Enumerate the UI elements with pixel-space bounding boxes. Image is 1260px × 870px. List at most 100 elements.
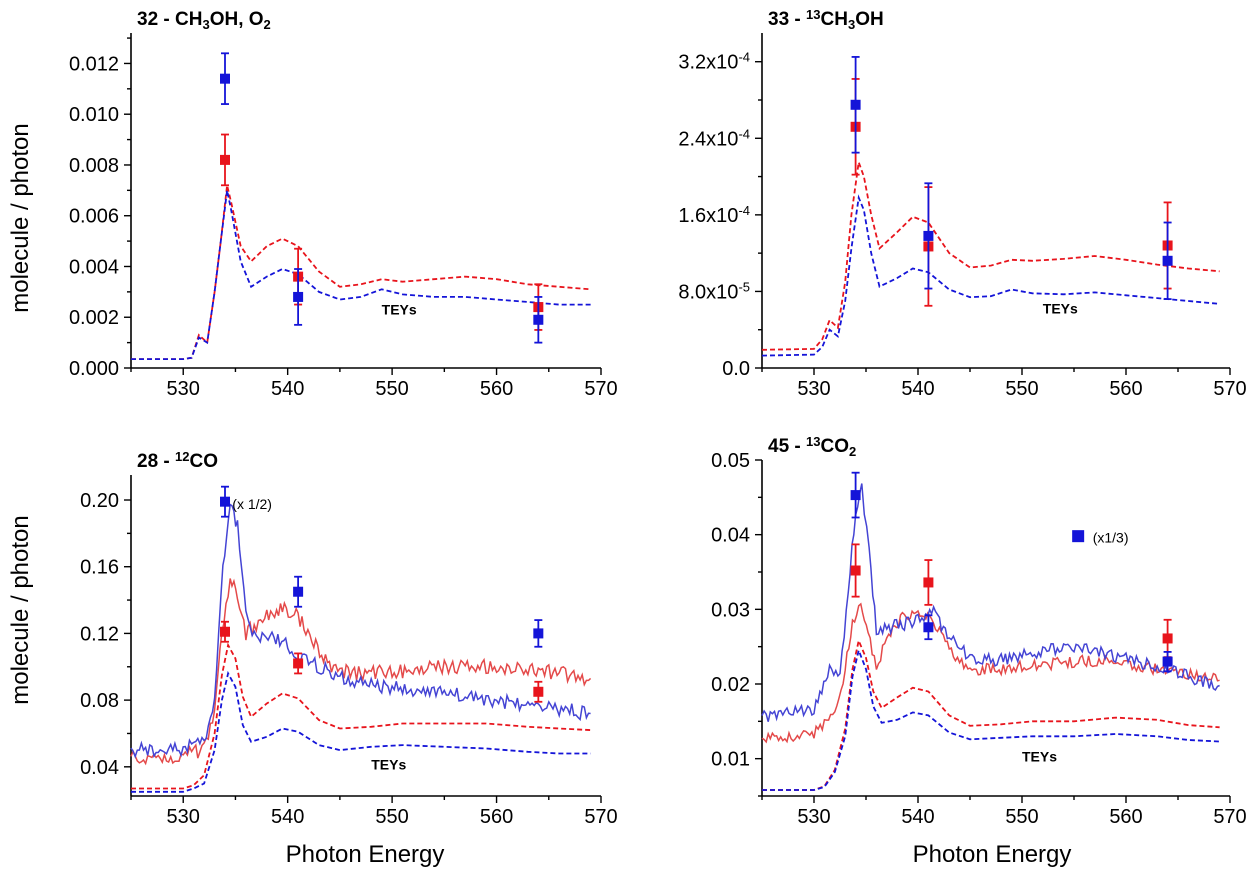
- data-point-blue: [850, 56, 861, 154]
- series-line-red-solid: [130, 578, 592, 766]
- square-marker: [923, 622, 934, 633]
- annotation-text: TEYs: [382, 302, 417, 318]
- panel-title: 32 - CH3OH, O2: [137, 9, 271, 32]
- series-line-blue-dashed: [762, 647, 1220, 791]
- y-axis-label-bottom: molecule / photon: [7, 515, 34, 704]
- series-line-blue-dashed: [761, 194, 1220, 357]
- y-tick-label: 0.02: [711, 674, 750, 696]
- square-marker: [533, 314, 544, 325]
- x-axis-label-right: Photon Energy: [913, 841, 1072, 868]
- y-tick-label: 0.08: [80, 690, 119, 712]
- x-tick-label: 540: [901, 806, 934, 828]
- data-point-blue: [923, 182, 934, 290]
- y-axis-label-top: molecule / photon: [7, 123, 34, 312]
- x-tick-label: 540: [901, 378, 934, 400]
- x-tick-label: 540: [271, 806, 304, 828]
- y-tick-label: 0.01: [711, 749, 750, 771]
- annotation-text: TEYs: [371, 756, 406, 772]
- data-point-blue: [1162, 650, 1173, 673]
- y-tick-label: 0.03: [711, 599, 750, 621]
- panels: 32 - CH3OH, O2 530 540 550 560 570 0.000 0.002 0…: [69, 7, 1247, 828]
- x-tick-label: 560: [1109, 378, 1142, 400]
- x-tick-label: 550: [1005, 806, 1038, 828]
- series-line-red-dashed: [761, 161, 1220, 351]
- square-marker: [293, 658, 304, 669]
- series-line-red-dashed: [131, 185, 591, 360]
- x-tick-label: 570: [1213, 806, 1246, 828]
- square-marker: [850, 565, 861, 576]
- annotation-text: (x1/3): [1093, 530, 1129, 546]
- x-tick-label: 530: [797, 378, 830, 400]
- square-marker: [533, 686, 544, 697]
- square-marker: [220, 73, 230, 84]
- y-tick-label: 0.04: [80, 757, 119, 779]
- data-point-blue: [1162, 221, 1173, 300]
- series-line-blue-dashed: [131, 670, 591, 793]
- y-tick-label: 0.012: [69, 53, 119, 75]
- square-marker: [1162, 255, 1173, 266]
- y-tick-label: 0.12: [80, 623, 119, 645]
- series-line-blue-dashed: [131, 190, 591, 360]
- series-line-blue-solid: [130, 503, 591, 759]
- x-tick-label: 530: [167, 806, 200, 828]
- data-point-blue: [220, 485, 230, 518]
- series-line-red-dashed: [131, 642, 591, 790]
- y-tick-label: 0.010: [69, 104, 119, 126]
- panel-title: 28 - 12CO: [137, 449, 218, 472]
- data-point-red: [220, 620, 230, 643]
- annotation-text: TEYs: [1022, 748, 1057, 764]
- x-tick-label: 550: [1005, 378, 1038, 400]
- x-tick-label: 560: [1109, 806, 1142, 828]
- square-marker: [923, 230, 934, 241]
- series-line-blue-solid: [761, 483, 1220, 722]
- data-point-blue: [293, 575, 304, 608]
- square-marker: [220, 496, 230, 507]
- panel-title: 33 - 13CH3OH: [768, 7, 884, 32]
- x-tick-label: 570: [1213, 378, 1246, 400]
- annotation-text: (x 1/2): [232, 496, 272, 512]
- x-tick-label: 530: [797, 806, 830, 828]
- y-tick-label: 2.4x10-4: [678, 126, 750, 150]
- y-tick-label: 0.05: [711, 450, 750, 472]
- y-tick-label: 8.0x10-5: [678, 279, 750, 303]
- y-tick-label: 0.20: [80, 490, 119, 512]
- square-marker: [850, 99, 861, 110]
- chart-panel: 45 - 13CO2 530 540 550 560 570 0.01 0.02 0.03 0.0…: [711, 434, 1247, 828]
- data-point-red: [220, 133, 230, 187]
- x-tick-label: 550: [375, 378, 408, 400]
- x-tick-label: 560: [480, 378, 513, 400]
- data-point-red: [533, 680, 544, 703]
- data-point-blue: [220, 52, 230, 105]
- data-point-blue: [533, 619, 544, 648]
- square-marker: [293, 586, 304, 597]
- chart-panel: 28 - 12CO 530 540 550 560 570 0.04 0.08 0.12 0.16…: [80, 449, 618, 828]
- y-tick-label: 0.006: [69, 206, 119, 228]
- x-tick-label: 570: [584, 806, 617, 828]
- x-tick-label: 540: [271, 378, 304, 400]
- x-axis-label-left: Photon Energy: [286, 841, 445, 868]
- x-tick-label: 550: [375, 806, 408, 828]
- y-tick-label: 0.16: [80, 557, 119, 579]
- legend-marker: [1072, 530, 1085, 543]
- chart-panel: 33 - 13CH3OH 530 540 550 560 570 0.0 8.0x10-5 1.…: [678, 7, 1246, 400]
- x-tick-label: 560: [480, 806, 513, 828]
- y-tick-label: 0.008: [69, 155, 119, 177]
- x-tick-label: 530: [167, 378, 200, 400]
- y-tick-label: 0.002: [69, 307, 119, 329]
- data-point-blue: [923, 614, 934, 641]
- y-tick-label: 0.0: [722, 358, 750, 380]
- square-marker: [533, 628, 544, 639]
- x-tick-label: 570: [584, 378, 617, 400]
- panel-title: 45 - 13CO2: [768, 434, 856, 459]
- y-tick-label: 0.004: [69, 256, 119, 278]
- data-point-red: [923, 559, 934, 606]
- data-point-blue: [533, 296, 544, 344]
- square-marker: [220, 626, 230, 637]
- square-marker: [220, 154, 230, 165]
- data-point-blue: [850, 471, 861, 519]
- data-point-red: [293, 652, 304, 675]
- y-tick-label: 0.000: [69, 358, 119, 380]
- y-tick-label: 3.2x10-4: [678, 50, 750, 74]
- annotation-text: TEYs: [1043, 301, 1078, 317]
